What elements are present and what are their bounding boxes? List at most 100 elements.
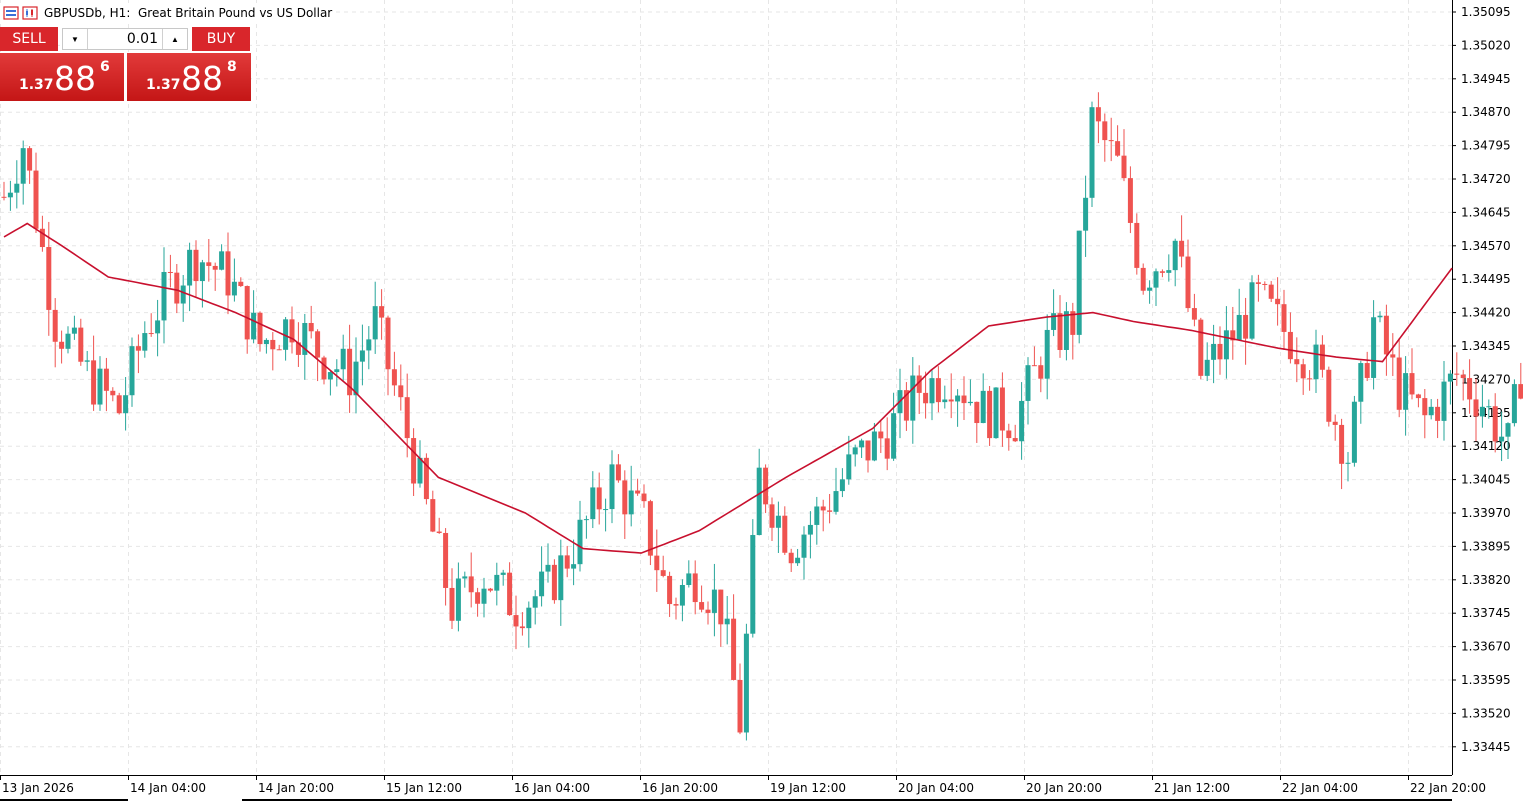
candle-bull: [142, 333, 148, 351]
candle-bull: [417, 457, 423, 484]
candle-bull: [993, 387, 999, 439]
candle-bull: [462, 576, 468, 579]
scrollbar-marker-right[interactable]: [242, 799, 1452, 801]
candle-bull: [628, 490, 634, 515]
candle-bull: [327, 372, 333, 380]
candle-bear: [385, 317, 391, 370]
candle-bull: [775, 515, 781, 528]
candle-bear: [391, 369, 397, 386]
one-click-trading-panel: SELL ▼ ▲ BUY 1.37 88 6 1.37 88 8: [0, 27, 251, 101]
candle-bull: [1371, 317, 1377, 378]
candle-bear: [987, 390, 993, 439]
candle-bull: [187, 249, 193, 286]
candle-bull: [155, 320, 161, 334]
candle-bear: [935, 378, 941, 403]
candle-bull: [1403, 373, 1409, 410]
candle-bear: [39, 228, 45, 248]
candle-bear: [961, 395, 967, 404]
candle-bear: [622, 480, 628, 515]
candle-bear: [1473, 399, 1479, 417]
sell-price-prefix: 1.37: [19, 77, 54, 93]
time-tick-label: 22 Jan 20:00: [1410, 781, 1486, 795]
candle-bull: [1486, 406, 1492, 408]
candle-bear: [718, 589, 724, 625]
price-tick-label: 1.35020: [1461, 38, 1511, 52]
candle-bear: [923, 392, 929, 404]
candle-bear: [225, 251, 231, 296]
candle-bull: [1083, 197, 1089, 231]
candle-bear: [1140, 267, 1146, 291]
candle-bear: [1230, 330, 1236, 341]
candle-bull: [1153, 271, 1159, 288]
buy-button[interactable]: BUY: [192, 27, 250, 51]
candle-bear: [1159, 271, 1165, 273]
buy-price-tile[interactable]: 1.37 88 8: [127, 53, 251, 101]
candle-bear: [1467, 378, 1473, 400]
candle-bear: [551, 564, 557, 601]
candle-bear: [468, 576, 474, 593]
candle-bear: [654, 555, 660, 571]
candle-bear: [660, 570, 666, 576]
candle-bull: [1499, 436, 1505, 442]
time-tick-label: 20 Jan 20:00: [1026, 781, 1102, 795]
candle-bull: [577, 519, 583, 565]
candle-bear: [1339, 424, 1345, 464]
candle-bear: [1127, 178, 1133, 223]
candle-bull: [231, 281, 237, 296]
candle-bull: [795, 557, 801, 564]
candle-bull: [302, 322, 308, 355]
candle-bull: [251, 312, 257, 340]
candle-bear: [1307, 378, 1313, 380]
time-tick-label: 21 Jan 12:00: [1154, 781, 1230, 795]
candle-bear: [1262, 283, 1268, 285]
candle-bull: [1351, 401, 1357, 463]
candle-bull: [929, 378, 935, 404]
candle-bear: [1364, 363, 1370, 378]
candle-bull: [71, 327, 77, 334]
candle-bull: [1019, 400, 1025, 442]
candle-bear: [667, 575, 673, 605]
price-tick-label: 1.33820: [1461, 573, 1511, 587]
candle-bear: [315, 331, 321, 358]
price-tick-label: 1.33445: [1461, 740, 1511, 754]
candle-bear: [878, 431, 884, 439]
candle-bull: [340, 348, 346, 370]
candle-bull: [545, 564, 551, 572]
lot-increase-icon[interactable]: ▲: [171, 34, 179, 44]
candle-bull: [359, 350, 365, 362]
candle-bear: [948, 399, 954, 402]
trade-panel-toggle-icon[interactable]: [3, 5, 19, 21]
candle-bull: [846, 454, 852, 480]
sell-button[interactable]: SELL: [0, 27, 58, 51]
candle-bear: [1390, 354, 1396, 358]
candle-bull: [20, 148, 26, 184]
candle-bear: [519, 626, 525, 629]
candle-bear: [1454, 373, 1460, 375]
time-tick-label: 22 Jan 04:00: [1282, 781, 1358, 795]
candle-bear: [1038, 365, 1044, 379]
chart-type-icon[interactable]: [22, 5, 38, 21]
candle-bull: [219, 251, 225, 270]
candle-bull: [1204, 359, 1210, 376]
candle-bear: [244, 286, 250, 340]
candle-bull: [532, 596, 538, 608]
price-tick-label: 1.33520: [1461, 706, 1511, 720]
buy-price-fraction: 8: [227, 59, 237, 75]
buy-price-prefix: 1.37: [146, 77, 181, 93]
price-tick-label: 1.34645: [1461, 205, 1511, 219]
candle-bull: [65, 333, 71, 349]
lot-decrease-icon[interactable]: ▼: [71, 34, 79, 44]
sell-price-tile[interactable]: 1.37 88 6: [0, 53, 124, 101]
candle-bear: [1121, 155, 1127, 179]
candle-bull: [1166, 270, 1172, 273]
candle-bull: [558, 555, 564, 601]
candle-bear: [1287, 331, 1293, 360]
lot-size-input[interactable]: [87, 29, 163, 49]
candle-bear: [884, 438, 890, 459]
price-tick-label: 1.33970: [1461, 506, 1511, 520]
candle-bear: [135, 346, 141, 351]
candle-bear: [1057, 313, 1063, 350]
candle-bear: [276, 349, 282, 351]
